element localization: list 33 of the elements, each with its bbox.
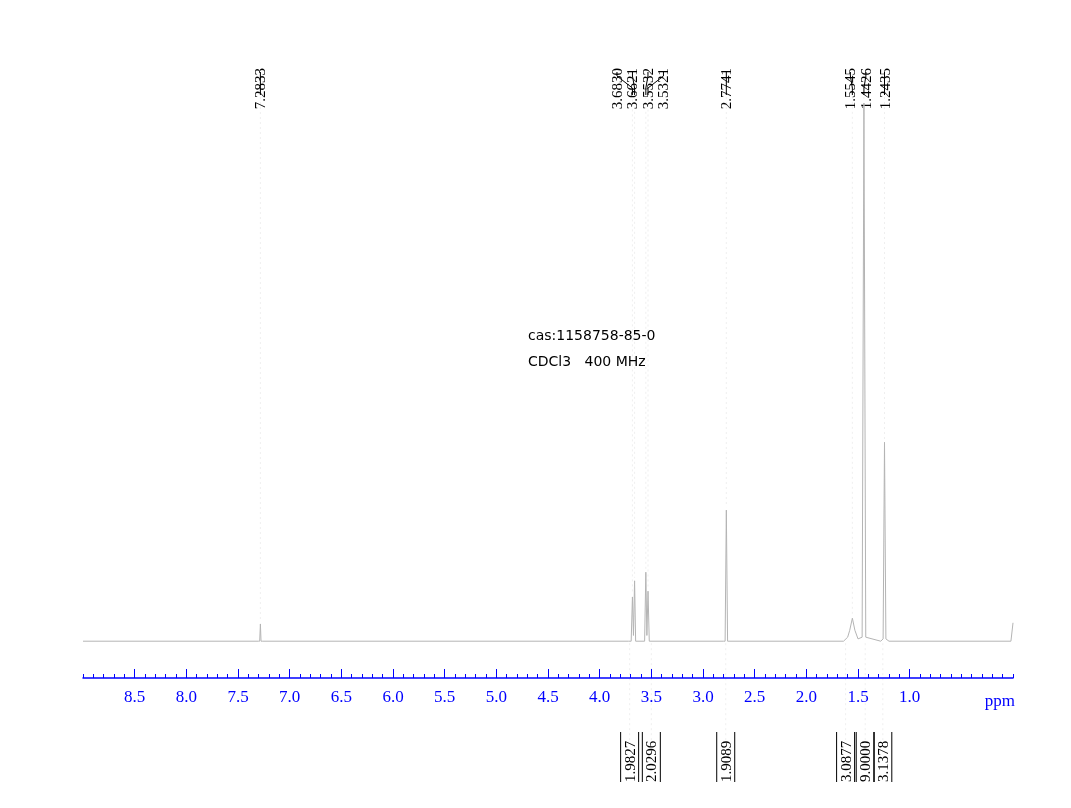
- annotation: 1.9827: [621, 740, 638, 782]
- annotation: 3.6621: [624, 68, 641, 110]
- x-tick-label: 3.5: [640, 687, 662, 706]
- annotation: 3.1378: [874, 740, 891, 782]
- annotation: 9.0000: [857, 740, 874, 782]
- annotation: 1.5545: [842, 68, 859, 110]
- annotation: 3.5321: [655, 68, 672, 110]
- annotation: 3.5532: [639, 68, 656, 110]
- x-tick-label: 2.5: [744, 687, 766, 706]
- x-tick-label: 5.0: [485, 687, 507, 706]
- x-tick-label: 8.5: [124, 687, 146, 706]
- x-tick-label: 8.0: [175, 687, 197, 706]
- x-tick-label: 1.0: [899, 687, 921, 706]
- x-tick-label: 7.0: [279, 687, 301, 706]
- annotation: 2.7741: [718, 68, 735, 110]
- x-tick-label: 1.5: [847, 687, 869, 706]
- x-tick-label: 2.0: [795, 687, 817, 706]
- annotation: 7.2833: [252, 68, 269, 110]
- annotation: 1.9089: [717, 740, 734, 782]
- x-tick-label: 6.5: [330, 687, 352, 706]
- annotation: 3.0877: [837, 740, 854, 782]
- x-axis-title: ppm: [984, 691, 1015, 710]
- x-tick-label: 7.5: [227, 687, 249, 706]
- annotation: 3.6830: [608, 68, 625, 110]
- x-tick-label: 3.0: [692, 687, 714, 706]
- annotation: cas:1158758-85-0: [528, 327, 656, 343]
- annotation: 2.0296: [643, 740, 660, 782]
- annotation: 1.4426: [857, 67, 874, 110]
- x-tick-label: 5.5: [434, 687, 456, 706]
- x-tick-label: 6.0: [382, 687, 404, 706]
- x-tick-label: 4.5: [537, 687, 559, 706]
- x-tick-label: 4.0: [589, 687, 611, 706]
- annotation: CDCl3 400 MHz: [528, 353, 646, 369]
